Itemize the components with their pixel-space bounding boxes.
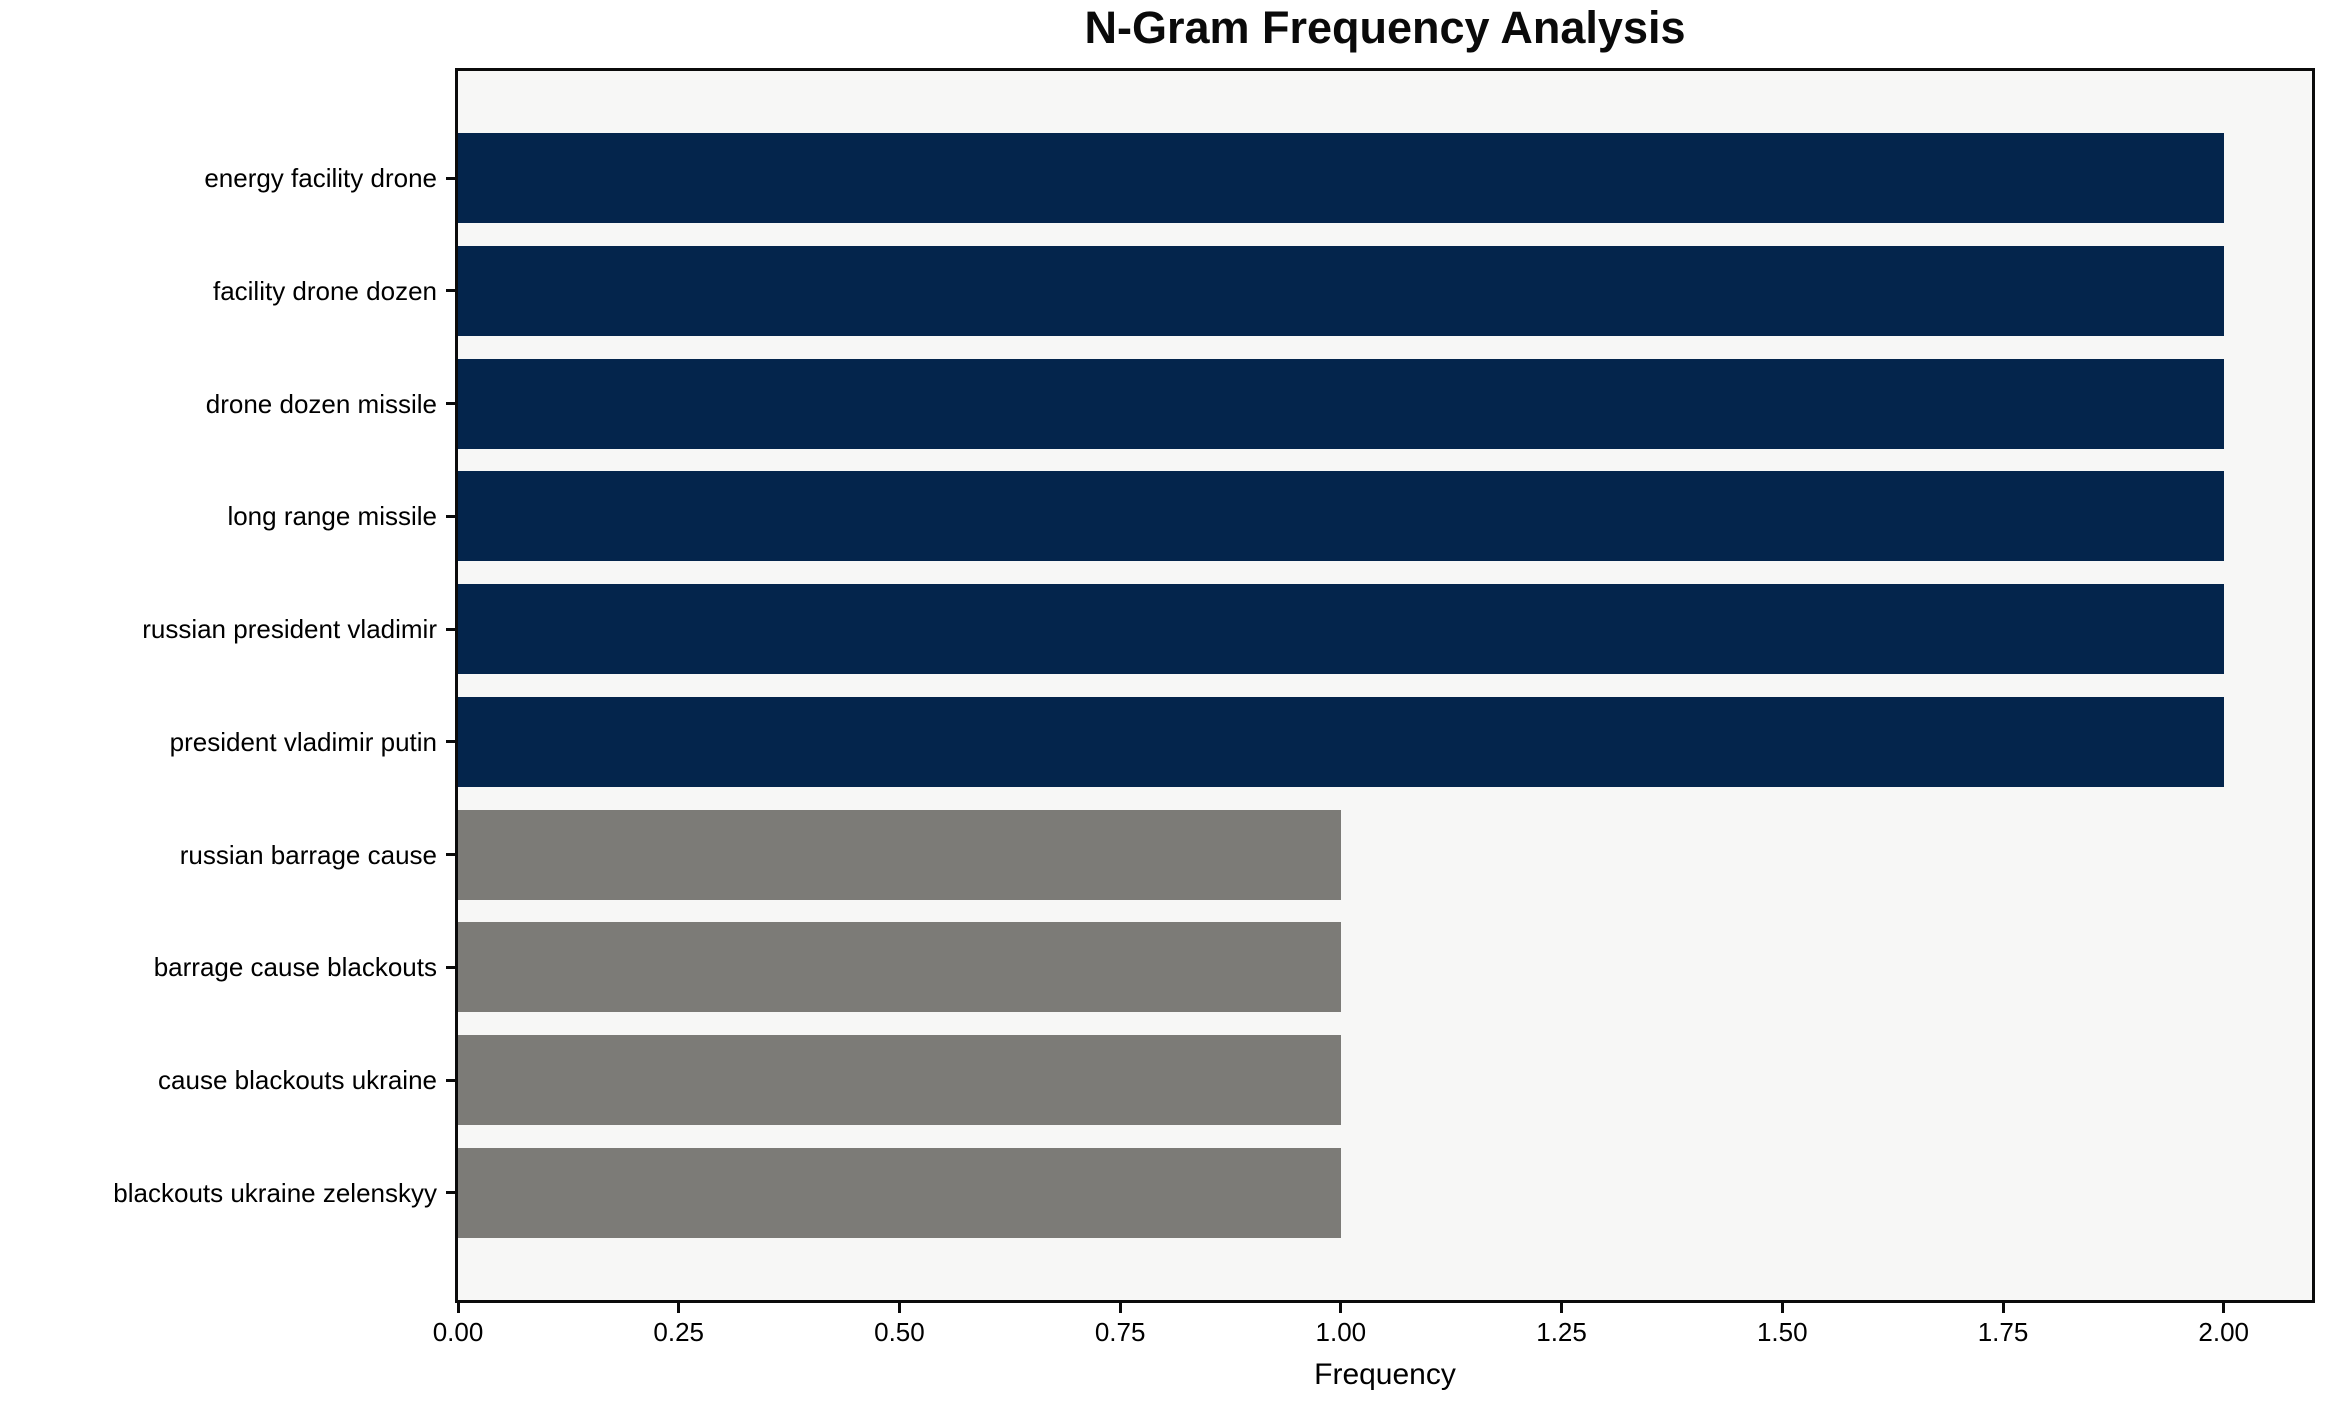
- bar: [458, 584, 2224, 675]
- y-tick-label: drone dozen missile: [205, 388, 437, 419]
- y-tick-mark: [446, 627, 455, 631]
- y-tick-mark: [446, 289, 455, 293]
- x-tick-label: 1.00: [1315, 1317, 1367, 1347]
- y-tick-mark: [446, 1078, 455, 1082]
- x-tick-label: 0.75: [1094, 1317, 1146, 1347]
- y-tick-label: blackouts ukraine zelenskyy: [113, 1177, 437, 1208]
- y-tick-label: energy facility drone: [204, 163, 437, 194]
- x-axis-label: Frequency: [1314, 1358, 1456, 1391]
- bar: [458, 922, 1341, 1013]
- y-tick-mark: [446, 1191, 455, 1195]
- bar: [458, 696, 2224, 787]
- x-tick-label: 0.25: [653, 1317, 704, 1347]
- x-tick-mark: [1780, 1303, 1784, 1313]
- bar: [458, 471, 2224, 562]
- y-tick-mark: [446, 965, 455, 969]
- plot-area: [455, 68, 2315, 1303]
- bar: [458, 245, 2224, 336]
- x-tick-label: 2.00: [2198, 1317, 2249, 1347]
- y-tick-label: president vladimir putin: [169, 726, 437, 757]
- y-tick-mark: [446, 176, 455, 180]
- x-tick-label: 1.25: [1536, 1317, 1587, 1347]
- chart-title: N-Gram Frequency Analysis: [1084, 2, 1686, 53]
- y-tick-label: cause blackouts ukraine: [158, 1065, 437, 1096]
- x-tick-mark: [1339, 1303, 1343, 1313]
- y-tick-label: russian president vladimir: [142, 614, 437, 645]
- x-tick-mark: [2222, 1303, 2226, 1313]
- bar: [458, 1147, 1341, 1238]
- bar: [458, 358, 2224, 449]
- y-tick-mark: [446, 740, 455, 744]
- bar: [458, 1035, 1341, 1126]
- y-tick-mark: [446, 514, 455, 518]
- y-tick-label: barrage cause blackouts: [153, 952, 437, 983]
- y-tick-mark: [446, 853, 455, 857]
- y-tick-label: facility drone dozen: [212, 275, 437, 306]
- x-tick-label: 0.50: [874, 1317, 925, 1347]
- y-tick-label: russian barrage cause: [179, 839, 437, 870]
- x-tick-mark: [1118, 1303, 1122, 1313]
- x-tick-label: 1.50: [1756, 1317, 1808, 1347]
- x-tick-label: 1.75: [1977, 1317, 2029, 1347]
- bar: [458, 809, 1341, 900]
- x-tick-mark: [1560, 1303, 1564, 1313]
- x-tick-label: 0.00: [432, 1317, 484, 1347]
- x-tick-mark: [897, 1303, 901, 1313]
- x-tick-mark: [677, 1303, 681, 1313]
- x-tick-mark: [456, 1303, 460, 1313]
- bar: [458, 133, 2224, 224]
- x-tick-mark: [2001, 1303, 2005, 1313]
- y-tick-label: long range missile: [227, 501, 437, 532]
- y-tick-mark: [446, 402, 455, 406]
